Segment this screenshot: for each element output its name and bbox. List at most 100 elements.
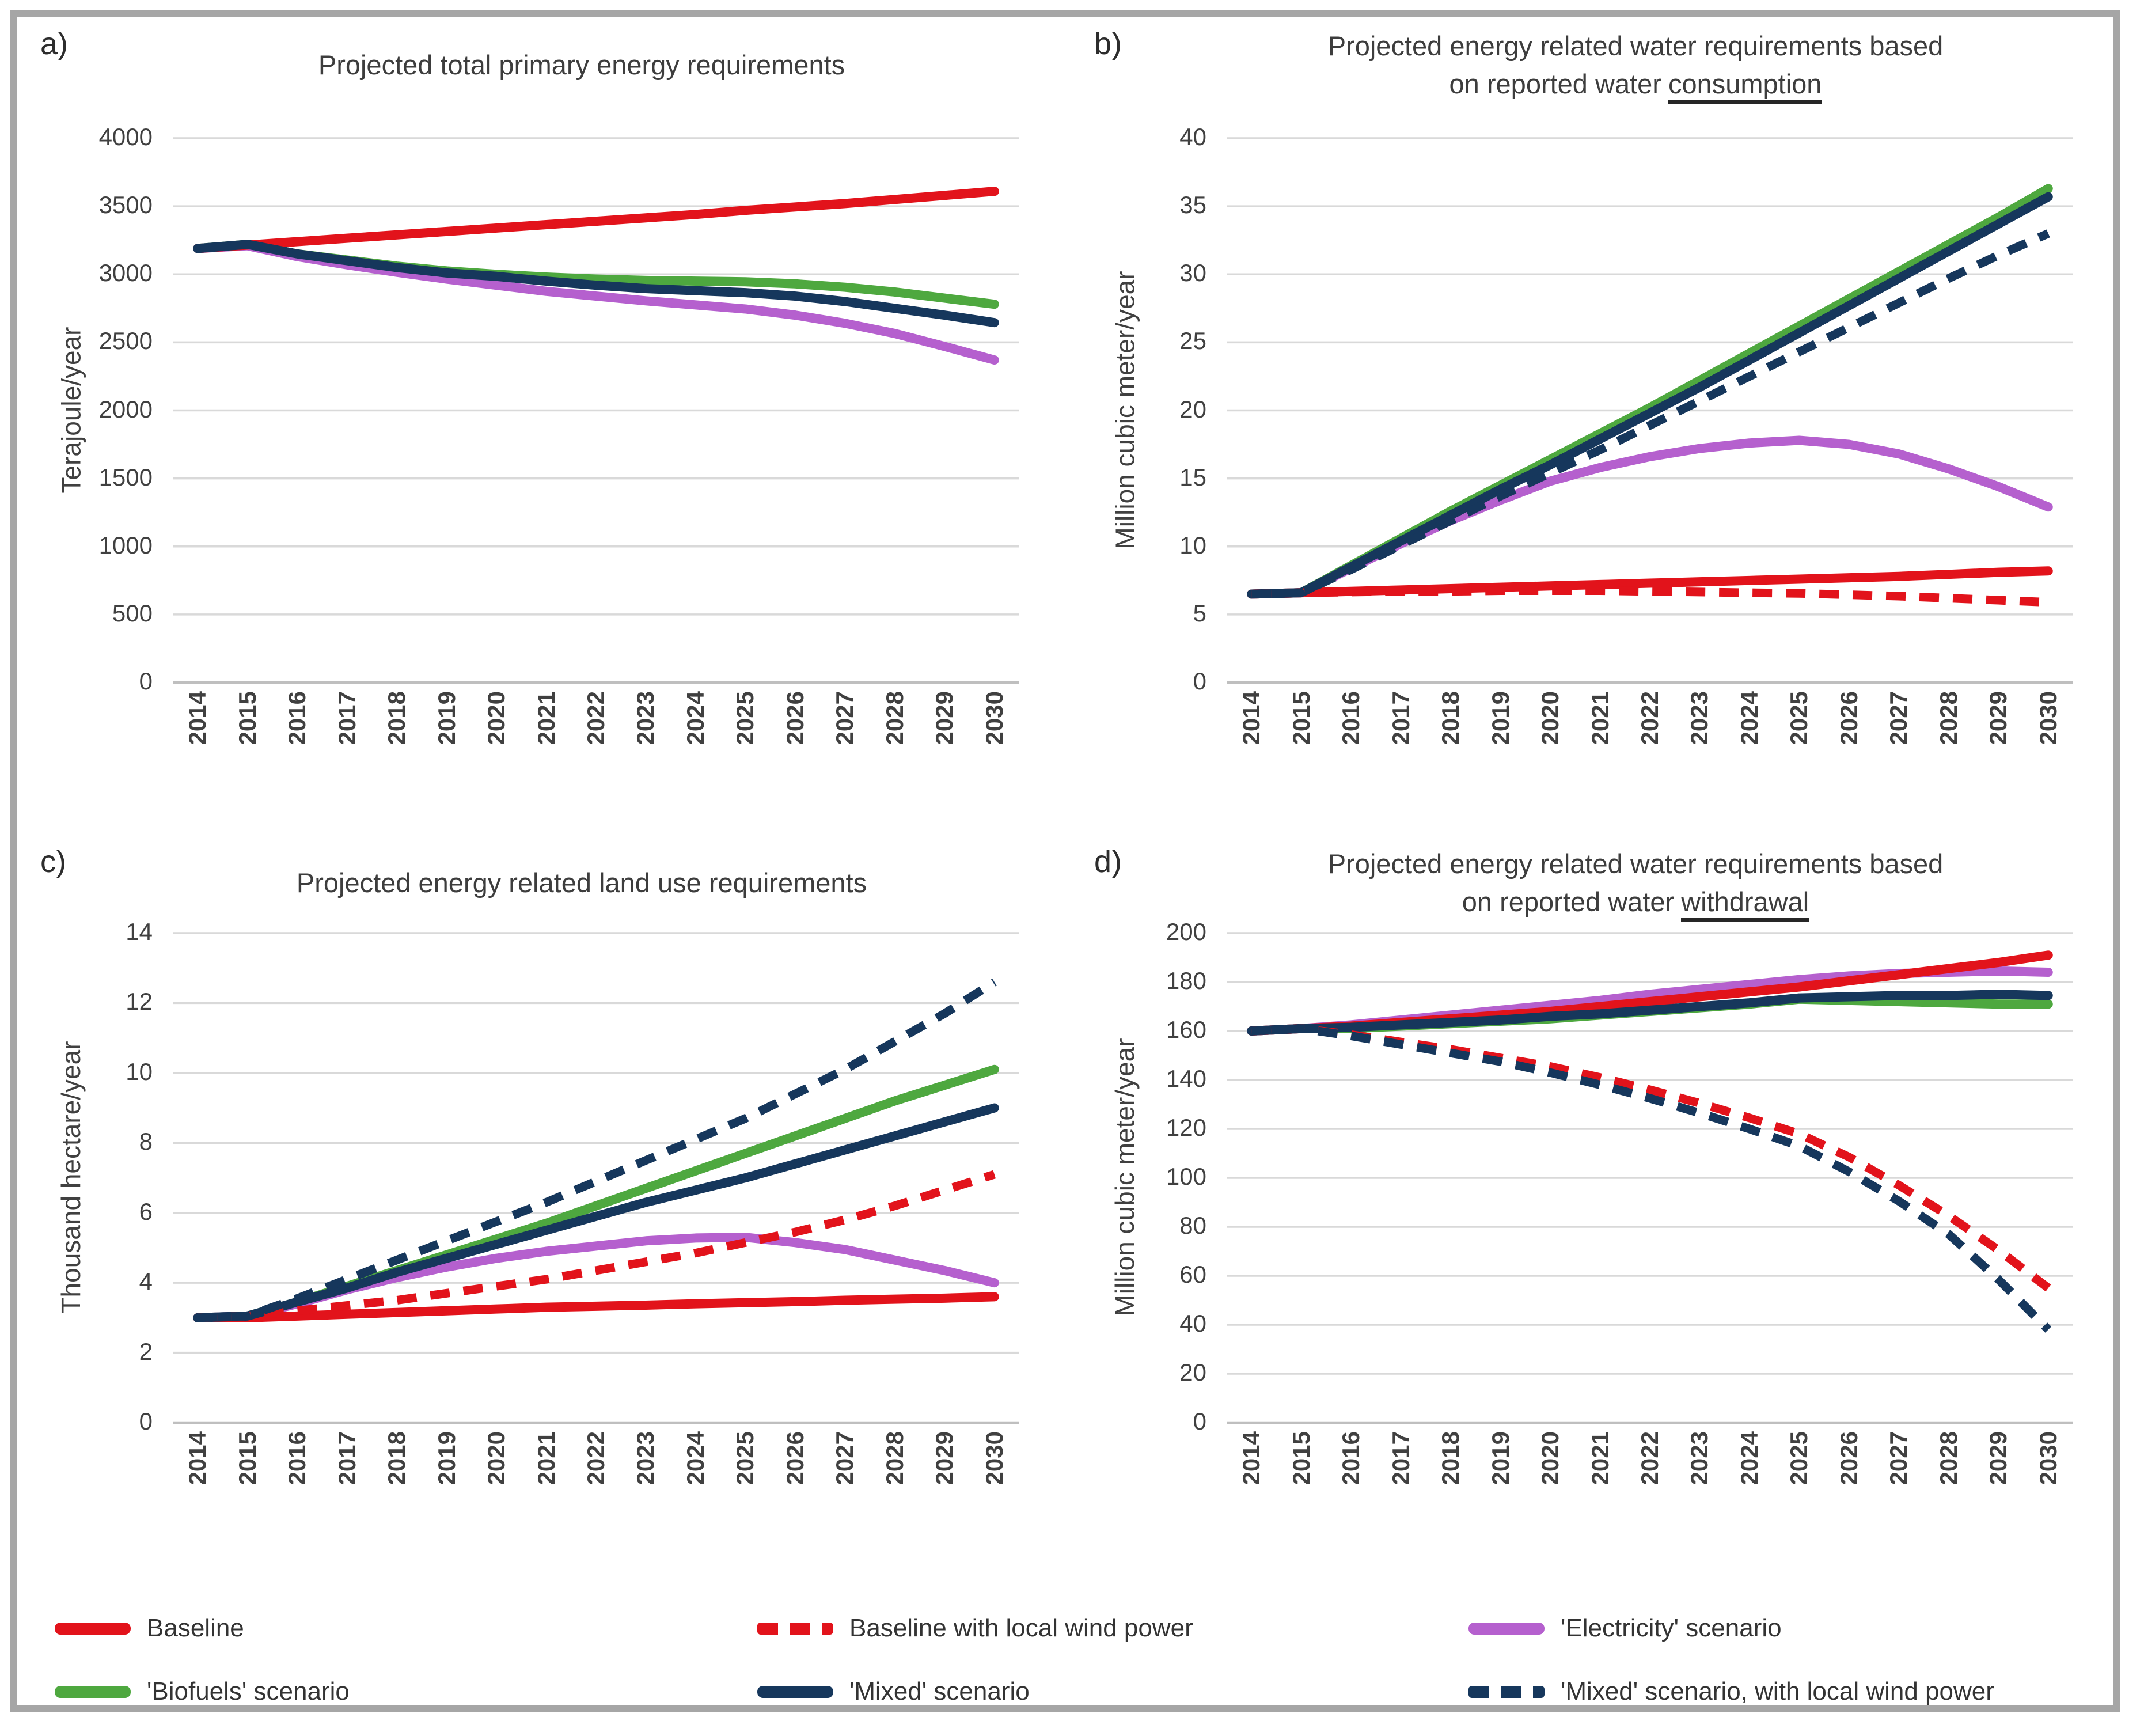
y-tick-label: 10 bbox=[126, 1057, 153, 1085]
y-tick-label: 80 bbox=[1179, 1212, 1206, 1239]
y-tick-label: 60 bbox=[1179, 1261, 1206, 1288]
legend-line-sample-dashed bbox=[757, 1622, 833, 1635]
y-tick-label: 2000 bbox=[98, 395, 153, 423]
series-line bbox=[193, 187, 999, 253]
series-line bbox=[1251, 229, 2050, 598]
x-tick-label: 2023 bbox=[632, 1431, 659, 1485]
y-tick-label: 500 bbox=[112, 599, 153, 627]
x-tick-label: 2021 bbox=[1586, 691, 1614, 745]
series-line bbox=[193, 240, 999, 328]
legend-item-mixed-wind: 'Mixed' scenario, with local wind power bbox=[1468, 1677, 1994, 1706]
legend-label: Baseline with local wind power bbox=[849, 1614, 1193, 1642]
legend-line-sample-solid bbox=[757, 1685, 833, 1698]
x-tick-label: 2020 bbox=[1536, 691, 1564, 745]
chart-title-c: Projected energy related land use requir… bbox=[138, 838, 1025, 927]
x-tick-label: 2024 bbox=[1735, 691, 1763, 745]
x-tick-label: 2028 bbox=[881, 691, 908, 745]
x-tick-label: 2022 bbox=[1636, 691, 1663, 745]
series-line bbox=[197, 978, 997, 1322]
x-tick-label: 2016 bbox=[1337, 1431, 1365, 1485]
chart-title-line1: Projected energy related land use requir… bbox=[296, 867, 867, 898]
x-tick-label: 2020 bbox=[1536, 1431, 1564, 1485]
legend-item-baseline-wind: Baseline with local wind power bbox=[757, 1614, 1193, 1643]
x-tick-label: 2024 bbox=[1735, 1431, 1763, 1485]
x-tick-label: 2018 bbox=[1437, 1431, 1464, 1485]
y-tick-label: 0 bbox=[139, 668, 153, 695]
legend-line-sample-solid bbox=[55, 1622, 131, 1635]
legend-item-biofuels: 'Biofuels' scenario bbox=[55, 1677, 350, 1706]
plot-area-c bbox=[173, 932, 1019, 1424]
x-tick-label: 2027 bbox=[1885, 691, 1912, 745]
y-tick-label: 20 bbox=[1179, 1359, 1206, 1386]
plot-area-b bbox=[1227, 137, 2073, 684]
chart-title-line2: on reported water withdrawal bbox=[1462, 883, 1809, 922]
legend-line-sample-dashed bbox=[1468, 1685, 1545, 1698]
x-tick-label: 2030 bbox=[980, 691, 1008, 745]
x-tick-label: 2029 bbox=[1984, 1431, 2012, 1485]
x-tick-label: 2016 bbox=[1337, 691, 1365, 745]
series-line bbox=[197, 1170, 996, 1322]
x-tick-label: 2029 bbox=[931, 1431, 958, 1485]
x-tick-label: 2030 bbox=[2034, 1431, 2062, 1485]
chart-panel-c: c) Projected energy related land use req… bbox=[26, 832, 1068, 1607]
y-tick-label: 35 bbox=[1179, 191, 1206, 219]
legend-label: 'Mixed' scenario, with local wind power bbox=[1561, 1677, 1994, 1705]
series-line bbox=[1251, 1024, 2052, 1333]
x-tick-label: 2024 bbox=[681, 691, 709, 745]
y-tick-label: 0 bbox=[1193, 1408, 1206, 1435]
legend-label: Baseline bbox=[147, 1614, 244, 1642]
x-tick-label: 2014 bbox=[184, 1431, 211, 1485]
chart-title-d: Projected energy related water requireme… bbox=[1192, 838, 2079, 927]
x-tick-label: 2023 bbox=[1686, 1431, 1713, 1485]
x-tick-label: 2016 bbox=[283, 1431, 311, 1485]
x-tick-label: 2014 bbox=[184, 691, 211, 745]
x-tick-label: 2027 bbox=[1885, 1431, 1912, 1485]
chart-title-underlined-word: consumption bbox=[1668, 68, 1822, 104]
x-tick-label: 2025 bbox=[731, 1431, 759, 1485]
chart-title-b: Projected energy related water requireme… bbox=[1192, 20, 2079, 109]
x-tick-label: 2017 bbox=[1387, 691, 1414, 745]
y-tick-label: 4000 bbox=[98, 123, 153, 150]
x-tick-label: 2021 bbox=[532, 1431, 560, 1485]
x-tick-label: 2026 bbox=[781, 691, 809, 745]
legend-line-sample-solid bbox=[1468, 1622, 1545, 1635]
chart-panel-b: b) Projected energy related water requir… bbox=[1080, 14, 2122, 789]
chart-title-line1: Projected energy related water requireme… bbox=[1327, 848, 1944, 879]
x-tick-label: 2021 bbox=[1586, 1431, 1614, 1485]
x-tick-label: 2025 bbox=[731, 691, 759, 745]
y-tick-label: 5 bbox=[1193, 599, 1206, 627]
x-tick-label: 2018 bbox=[1437, 691, 1464, 745]
legend-line-sample-solid bbox=[55, 1685, 131, 1698]
y-tick-label: 0 bbox=[139, 1408, 153, 1435]
y-tick-label: 180 bbox=[1166, 967, 1206, 994]
panel-letter-d: d) bbox=[1094, 844, 1122, 879]
x-tick-label: 2024 bbox=[681, 1431, 709, 1485]
chart-title-line1: Projected total primary energy requireme… bbox=[318, 49, 845, 80]
x-tick-label: 2025 bbox=[1785, 691, 1813, 745]
y-tick-label: 8 bbox=[139, 1128, 153, 1155]
chart-title-a: Projected total primary energy requireme… bbox=[138, 20, 1025, 109]
plot-area-d bbox=[1227, 932, 2073, 1424]
x-tick-label: 2022 bbox=[582, 691, 609, 745]
y-tick-label: 4 bbox=[139, 1268, 153, 1295]
x-tick-label: 2026 bbox=[1835, 691, 1862, 745]
chart-title-line2-text: on reported water bbox=[1462, 886, 1675, 917]
y-tick-label: 14 bbox=[126, 918, 153, 945]
y-tick-label: 100 bbox=[1166, 1163, 1206, 1190]
x-tick-label: 2015 bbox=[233, 1431, 261, 1485]
chart-legend: Baseline Baseline with local wind power … bbox=[23, 1608, 2122, 1718]
y-tick-label: 15 bbox=[1179, 463, 1206, 491]
series-line bbox=[193, 1064, 999, 1322]
x-tick-label: 2016 bbox=[283, 691, 311, 745]
x-tick-label: 2027 bbox=[831, 1431, 859, 1485]
x-tick-label: 2019 bbox=[432, 1431, 460, 1485]
x-tick-label: 2023 bbox=[1686, 691, 1713, 745]
y-tick-label: 40 bbox=[1179, 1310, 1206, 1337]
y-tick-label: 3500 bbox=[98, 191, 153, 219]
x-tick-label: 2019 bbox=[1486, 691, 1514, 745]
series-line bbox=[193, 1292, 999, 1322]
series-line bbox=[193, 1103, 999, 1322]
y-tick-label: 160 bbox=[1166, 1016, 1206, 1043]
x-tick-label: 2029 bbox=[931, 691, 958, 745]
x-tick-label: 2026 bbox=[781, 1431, 809, 1485]
